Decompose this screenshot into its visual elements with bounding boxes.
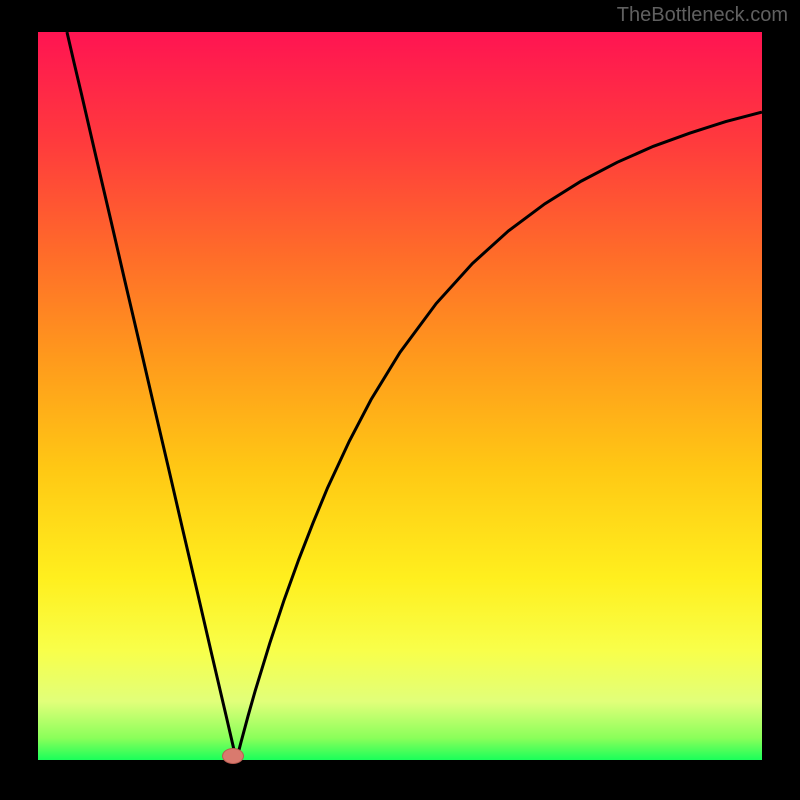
curve-path (67, 32, 762, 760)
optimal-point-marker (222, 748, 244, 764)
bottleneck-curve (38, 32, 762, 760)
watermark-text: TheBottleneck.com (617, 4, 788, 27)
plot-area (38, 32, 762, 760)
